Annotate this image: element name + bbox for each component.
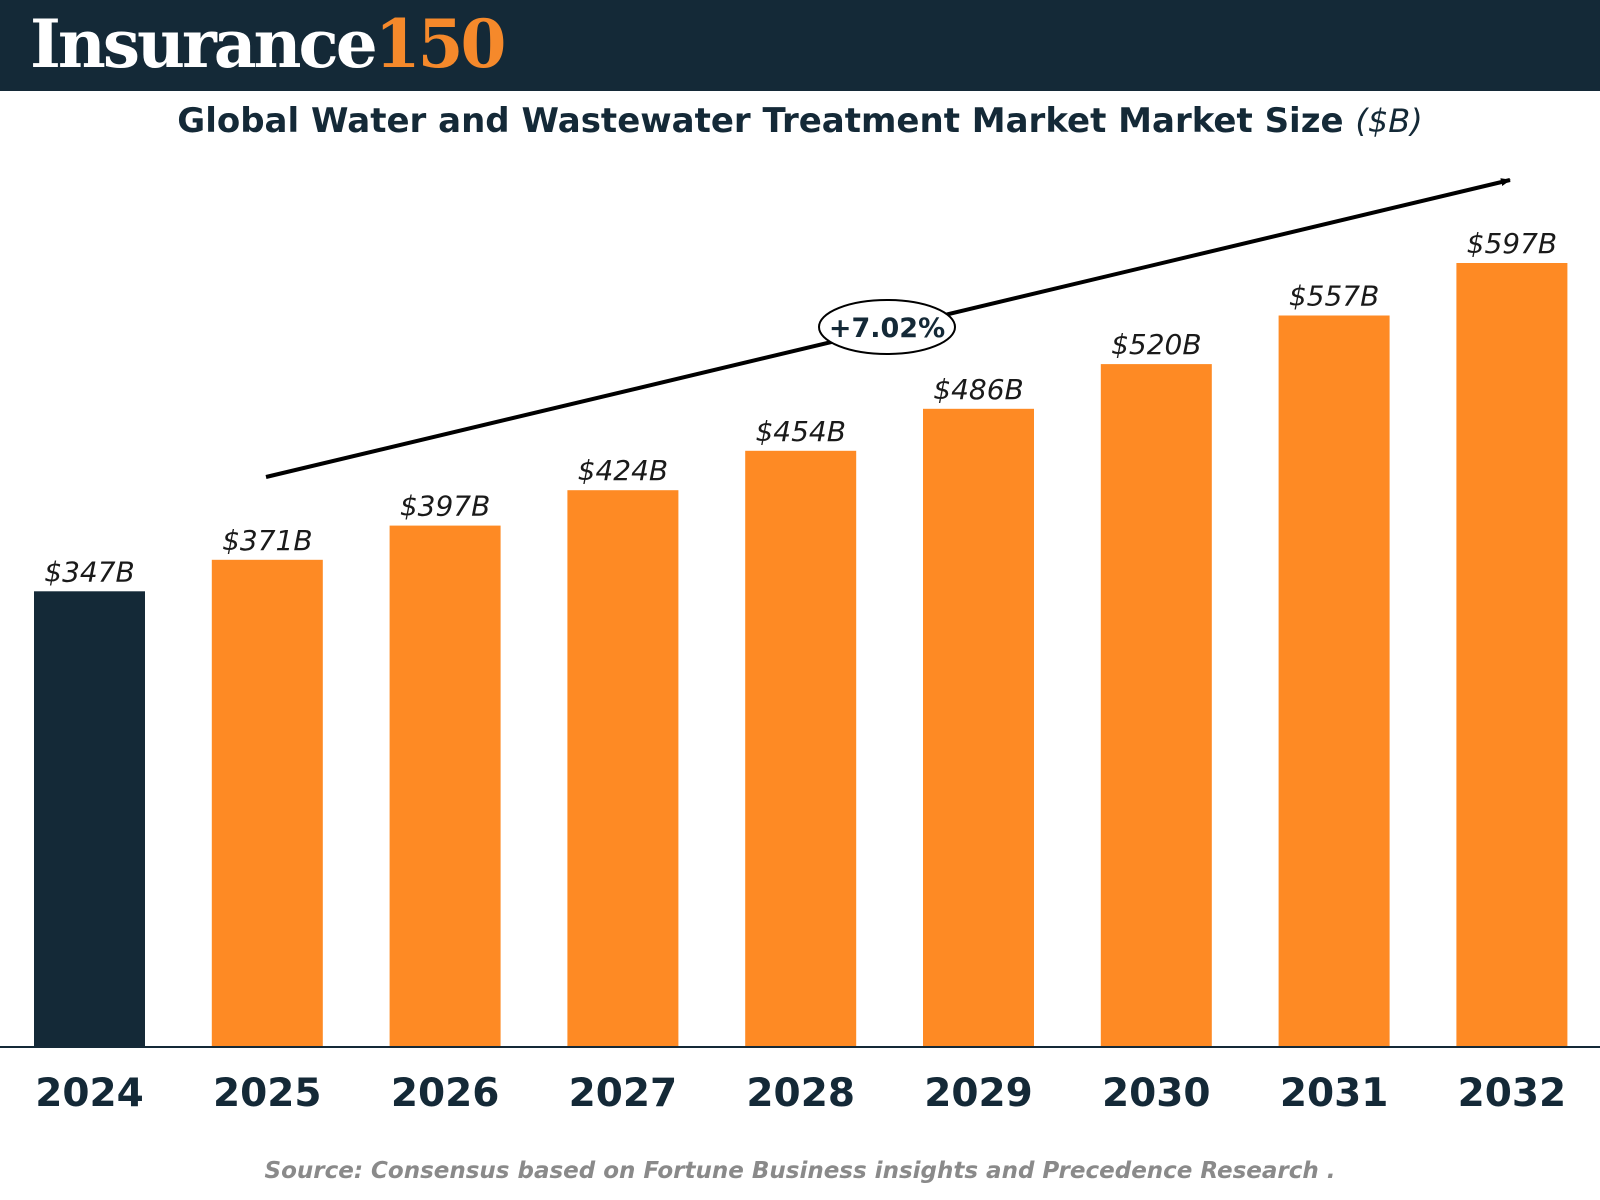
data-label-2028: $454B (755, 415, 845, 448)
data-label-2029: $486B (933, 373, 1023, 406)
data-label-2024: $347B (44, 555, 134, 588)
data-label-2025: $371B (222, 524, 312, 557)
bar-2031 (1278, 315, 1390, 1047)
x-axis-ticks-group: 2024 2025 2026 2027 2028 2029 2030 2031 2032 (35, 1071, 1566, 1116)
x-tick-2026: 2026 (391, 1071, 500, 1116)
bar-2030 (1100, 364, 1212, 1048)
bar-2029 (923, 408, 1034, 1047)
logo-number: 150 (374, 5, 507, 83)
logo-word: Insurance (30, 5, 378, 83)
data-labels-group: $347B $371B $397B $424B $454B $486B $520B $557B… (44, 227, 1557, 588)
bar-2024 (34, 591, 145, 1047)
bar-2032 (1456, 263, 1568, 1047)
x-tick-2031: 2031 (1280, 1071, 1389, 1116)
bar-2026 (389, 525, 501, 1047)
x-tick-2025: 2025 (213, 1071, 322, 1116)
data-label-2031: $557B (1289, 280, 1379, 313)
chart-title-unit: ($B) (1355, 102, 1423, 140)
x-tick-2024: 2024 (35, 1071, 144, 1116)
bars-group (34, 263, 1568, 1048)
source-note: Source: Consensus based on Fortune Busin… (264, 1158, 1336, 1184)
growth-label: +7.02% (829, 313, 945, 344)
x-tick-2029: 2029 (924, 1071, 1033, 1116)
insurance150-logo: Insurance150 (30, 4, 507, 84)
bar-2027 (567, 490, 679, 1047)
data-label-2030: $520B (1111, 328, 1201, 361)
chart-title-text: Global Water and Wastewater Treatment Ma… (177, 101, 1344, 141)
trend-annotation: +7.02% (265, 178, 1511, 479)
data-label-2026: $397B (400, 490, 490, 523)
x-tick-2030: 2030 (1102, 1071, 1211, 1116)
bar-2025 (211, 559, 323, 1047)
bar-2028 (745, 450, 857, 1047)
growth-badge (818, 299, 956, 355)
x-tick-2028: 2028 (746, 1071, 855, 1116)
data-label-2027: $424B (578, 454, 668, 487)
chart-title: Global Water and Wastewater Treatment Ma… (0, 98, 1600, 144)
header-bar: Insurance150 (0, 0, 1600, 91)
x-tick-2032: 2032 (1458, 1071, 1567, 1116)
x-tick-2027: 2027 (569, 1071, 678, 1116)
data-label-2032: $597B (1467, 227, 1557, 260)
